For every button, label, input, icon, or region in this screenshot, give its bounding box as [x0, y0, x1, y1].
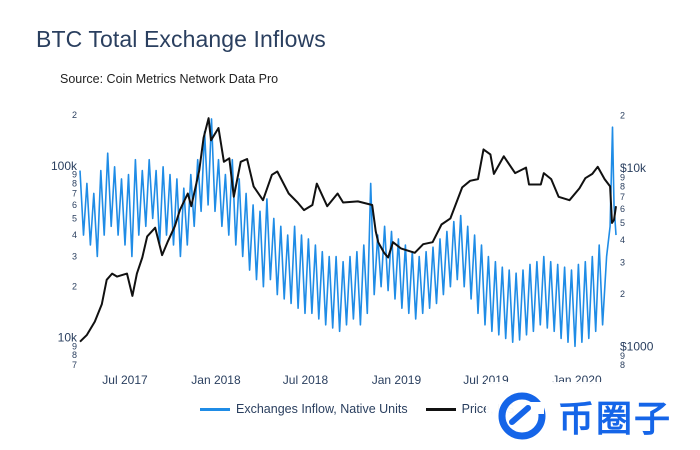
legend-swatch-inflow: [200, 407, 230, 411]
watermark-text: 币圈子: [558, 399, 673, 440]
legend-label-inflow: Exchanges Inflow, Native Units: [236, 402, 408, 416]
chart-subtitle: Source: Coin Metrics Network Data Pro: [60, 72, 279, 86]
x-tick-label: Jul 2017: [102, 373, 148, 387]
y-left-tick-label: 6: [72, 200, 77, 210]
series-line-inflow: [79, 118, 617, 348]
y-left-tick-label: 8: [72, 178, 77, 188]
x-tick-label: Jul 2018: [283, 373, 329, 387]
y-right-tick-label: 9: [620, 172, 625, 182]
y-right-tick-label: 2: [620, 110, 625, 120]
chart-legend: Exchanges Inflow, Native Units Price, US: [200, 402, 514, 416]
y-right-tick-label: 4: [620, 235, 625, 245]
y-right-tick-label: 5: [620, 218, 625, 228]
y-right-tick-label: 3: [620, 258, 625, 268]
x-tick-label: Jan 2018: [191, 373, 241, 387]
y-left-tick-label: 7: [72, 360, 77, 370]
y-right-tick-label: 2: [620, 289, 625, 299]
y-right-tick-label: $1000: [620, 340, 654, 354]
y-left-tick-label: 2: [72, 110, 77, 120]
y-left-tick-label: 3: [72, 252, 77, 262]
y-right-tick-label: 7: [620, 192, 625, 202]
y-left-tick-label: 10k: [58, 330, 78, 344]
y-right-tick-label: 6: [620, 204, 625, 214]
y-right-tick-label: $10k: [620, 161, 647, 175]
y-right-tick-label: 8: [620, 360, 625, 370]
y-left-tick-label: 5: [72, 213, 77, 223]
y-left-tick-label: 100k: [51, 159, 78, 173]
x-tick-label: Jan 2019: [372, 373, 422, 387]
series-line-price: [79, 117, 617, 343]
logo-mark-icon: [498, 392, 546, 440]
legend-item-inflow[interactable]: Exchanges Inflow, Native Units: [200, 402, 408, 416]
watermark-logo: 币圈子: [486, 382, 700, 450]
legend-swatch-price: [425, 407, 456, 411]
y-left-tick-label: 8: [72, 350, 77, 360]
chart-title: BTC Total Exchange Inflows: [36, 26, 326, 52]
y-left-tick-label: 7: [72, 188, 77, 198]
y-left-tick-label: 2: [72, 282, 77, 292]
y-right-tick-label: 8: [620, 181, 625, 191]
y-left-tick-label: 9: [72, 341, 77, 351]
y-right-tick-label: 9: [620, 351, 625, 361]
y-left-tick-label: 9: [72, 170, 77, 180]
y-left-tick-label: 4: [72, 230, 77, 240]
